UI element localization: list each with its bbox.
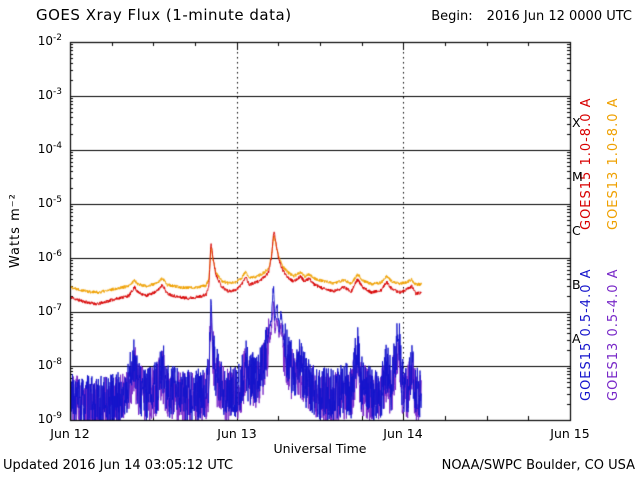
y-tick-label: 10-9 xyxy=(37,411,62,426)
y-tick-label: 10-4 xyxy=(37,141,62,156)
x-tick-label: Jun 15 xyxy=(550,426,590,441)
flare-class-A: A xyxy=(572,331,581,346)
y-tick-label: 10-2 xyxy=(37,33,62,48)
flare-class-X: X xyxy=(572,115,581,130)
updated-timestamp: Updated 2016 Jun 14 03:05:12 UTC xyxy=(3,458,234,473)
begin-timestamp: Begin: 2016 Jun 12 0000 UTC xyxy=(431,9,632,24)
legend-goes13-long: GOES13 1.0-8.0 A xyxy=(606,97,621,231)
x-tick-label: Jun 14 xyxy=(383,426,423,441)
y-tick-label: 10-6 xyxy=(37,249,62,264)
flare-class-C: C xyxy=(572,223,581,238)
begin-label: Begin: xyxy=(431,9,473,24)
page-title: GOES Xray Flux (1-minute data) xyxy=(36,6,292,24)
y-axis-label: Watts m⁻² xyxy=(8,193,23,269)
flare-class-M: M xyxy=(572,169,583,184)
begin-value: 2016 Jun 12 0000 UTC xyxy=(486,9,632,24)
legend-goes13-short: GOES13 0.5-4.0 A xyxy=(606,268,621,402)
x-tick-label: Jun 12 xyxy=(50,426,90,441)
y-tick-label: 10-7 xyxy=(37,303,62,318)
x-axis-label: Universal Time xyxy=(273,441,367,456)
y-tick-label: 10-5 xyxy=(37,195,62,210)
credit-text: NOAA/SWPC Boulder, CO USA xyxy=(441,458,635,473)
y-tick-label: 10-8 xyxy=(37,357,62,372)
y-tick-label: 10-3 xyxy=(37,87,62,102)
x-tick-label: Jun 13 xyxy=(217,426,257,441)
flare-class-B: B xyxy=(572,277,581,292)
